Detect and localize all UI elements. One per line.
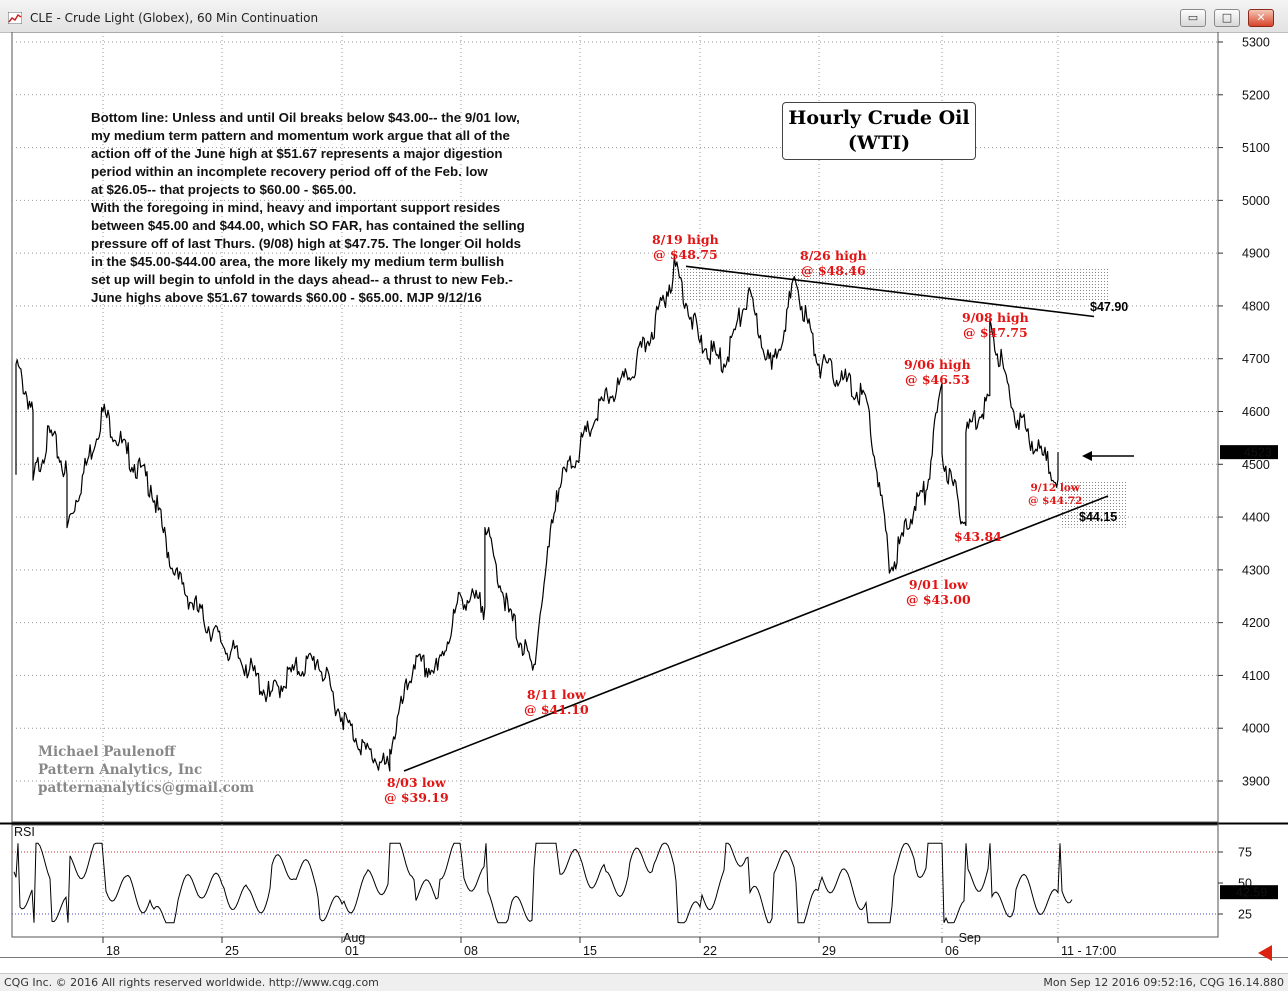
byline-name: Michael Paulenoff — [38, 744, 176, 760]
price-tick-label: 4300 — [1242, 563, 1270, 577]
time-tick-label: 29 — [822, 944, 836, 958]
price-tick-label: 3900 — [1242, 775, 1270, 789]
last-price-box — [1220, 445, 1278, 460]
rsi-last-label: 42.59 — [1236, 886, 1267, 900]
rsi-tick-label: 75 — [1238, 846, 1252, 860]
resistance-label: $47.90 — [1090, 300, 1129, 314]
time-tick-label: 06 — [945, 944, 959, 958]
annotation-sep01-line-1: 9/01 low — [908, 577, 968, 592]
annotation-aug03-line-2: @ $39.19 — [384, 790, 449, 805]
time-tick-label: 18 — [106, 944, 120, 958]
chart-title-box: Hourly Crude Oil (WTI) — [782, 102, 976, 160]
price-tick-label: 4000 — [1242, 722, 1270, 736]
last-price-label: 4523 — [1244, 446, 1272, 460]
byline-email: patternanalytics@gmail.com — [38, 780, 255, 796]
price-tick-label: 4800 — [1242, 299, 1270, 313]
rsi-last-box — [1220, 885, 1278, 900]
price-tick-label: 4700 — [1242, 352, 1270, 366]
rsi-line — [13, 842, 1073, 924]
scroll-left-icon[interactable] — [1258, 945, 1272, 961]
price-tick-label: 4400 — [1242, 511, 1270, 525]
price-tick-label: 5000 — [1242, 194, 1270, 208]
price-tick-label: 4200 — [1242, 616, 1270, 630]
annotation-aug26-line-1: 8/26 high — [800, 248, 867, 263]
copyright-text: CQG Inc. © 2016 All rights reserved worl… — [4, 976, 379, 989]
price-tick-label: 4600 — [1242, 405, 1270, 419]
price-tick-label: 4500 — [1242, 458, 1270, 472]
rsi-tick-label: 25 — [1238, 908, 1252, 922]
support-trendline — [403, 495, 1109, 772]
resistance-trendline — [685, 265, 1095, 318]
rsi-title: RSI — [14, 825, 35, 839]
window-title: CLE - Crude Light (Globex), 60 Min Conti… — [30, 11, 319, 25]
arrow-head-icon — [1082, 451, 1092, 461]
price-tick-label: 5100 — [1242, 141, 1270, 155]
annotation-aug26-high: 8/26 high @ $48.46 — [800, 248, 867, 278]
annotation-sep08-high: 9/08 high @ $47.75 — [962, 310, 1029, 340]
rsi-panel — [11, 824, 1219, 938]
maximize-button[interactable]: □ — [1214, 9, 1240, 27]
byline-company: Pattern Analytics, Inc — [38, 762, 203, 778]
status-bar: CQG Inc. © 2016 All rights reserved worl… — [0, 973, 1288, 991]
annotation-sep12-line-2: @ $44.72 — [1028, 495, 1083, 507]
annotation-aug19-line-2: @ $48.75 — [652, 247, 718, 262]
annotation-sep08-line-2: @ $47.75 — [962, 325, 1028, 340]
chart-icon — [8, 12, 22, 24]
annotation-sep06-line-2: @ $46.53 — [904, 372, 970, 387]
annotation-sep06-line-1: 9/06 high — [904, 357, 971, 372]
time-tick-label: 01 — [345, 944, 359, 958]
support-label: $44.15 — [1079, 510, 1118, 524]
annotation-sep12-line-1: 9/12 low — [1030, 482, 1080, 494]
time-tick-label: 11 - 17:00 — [1061, 944, 1116, 958]
month-label-aug: Aug — [343, 931, 365, 945]
annotation-aug11-low: 8/11 low @ $41.10 — [524, 687, 589, 717]
commentary-text: Bottom line: Unless and until Oil breaks… — [91, 110, 525, 305]
annotation-aug19-high: 8/19 high @ $48.75 — [652, 232, 719, 262]
annotation-low-4384: $43.84 — [954, 529, 1002, 544]
price-tick-label: 4900 — [1242, 247, 1270, 261]
close-button[interactable]: ✕ — [1248, 9, 1274, 27]
price-tick-label: 5300 — [1242, 36, 1270, 50]
support-zone — [1062, 480, 1126, 528]
time-tick-label: 15 — [583, 944, 597, 958]
annotation-aug19-line-1: 8/19 high — [652, 232, 719, 247]
price-tick-label: 4100 — [1242, 669, 1270, 683]
annotation-aug11-line-1: 8/11 low — [526, 687, 586, 702]
annotation-aug26-line-2: @ $48.46 — [800, 263, 866, 278]
chart-title-line-2: (WTI) — [847, 132, 911, 154]
author-byline: Michael Paulenoff Pattern Analytics, Inc… — [38, 743, 254, 797]
annotation-aug03-line-1: 8/03 low — [386, 775, 446, 790]
annotation-sep06-high: 9/06 high @ $46.53 — [904, 357, 971, 387]
time-tick-label: 25 — [225, 944, 239, 958]
timestamp-text: Mon Sep 12 2016 09:52:16, CQG 16.14.880 — [1043, 976, 1284, 989]
title-bar[interactable]: CLE - Crude Light (Globex), 60 Min Conti… — [0, 0, 1288, 33]
annotation-sep01-line-2: @ $43.00 — [906, 592, 971, 607]
minimize-button[interactable]: ▭ — [1180, 9, 1206, 27]
annotation-sep08-line-1: 9/08 high — [962, 310, 1029, 325]
time-tick-label: 08 — [464, 944, 478, 958]
annotation-aug03-low: 8/03 low @ $39.19 — [384, 775, 449, 805]
price-chart[interactable]: 3900 4000 4100 4200 4300 4400 4500 4600 4700 4800… — [0, 32, 1288, 973]
month-label-sep: Sep — [959, 931, 981, 945]
annotation-sep12-low: 9/12 low @ $44.72 — [1028, 482, 1082, 508]
chart-title-line-1: Hourly Crude Oil — [788, 107, 970, 129]
resistance-zone — [671, 268, 1109, 301]
time-tick-label: 22 — [703, 944, 717, 958]
annotation-aug11-line-2: @ $41.10 — [524, 702, 589, 717]
price-tick-label: 5200 — [1242, 88, 1270, 102]
price-line — [15, 255, 1059, 772]
annotation-sep01-low: 9/01 low @ $43.00 — [906, 577, 971, 607]
